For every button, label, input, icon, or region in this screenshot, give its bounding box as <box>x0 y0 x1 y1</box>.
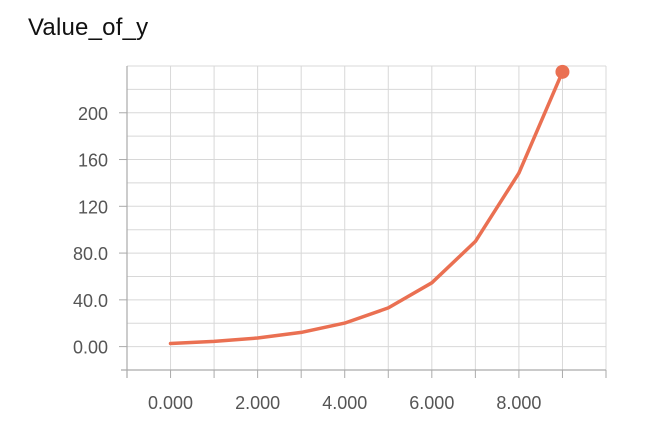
tick-labels: 0.00 40.0 80.0 120 160 200 0.000 2.000 4.000 6.00… <box>73 104 541 413</box>
x-tick-label: 8.000 <box>496 393 541 413</box>
series <box>168 64 570 346</box>
y-tick-label: 160 <box>78 151 108 171</box>
y-tick-label: 120 <box>78 197 108 217</box>
chart-title: Value_of_y <box>28 14 149 41</box>
y-tick-label: 0.00 <box>73 338 108 358</box>
last-point-marker <box>555 64 570 79</box>
grid <box>126 65 607 371</box>
x-tick-label: 0.000 <box>148 393 193 413</box>
x-tick-label: 4.000 <box>322 393 367 413</box>
y-tick-label: 200 <box>78 104 108 124</box>
x-tick-label: 2.000 <box>235 393 280 413</box>
x-tick-label: 6.000 <box>409 393 454 413</box>
axes <box>119 66 607 378</box>
y-tick-label: 40.0 <box>73 291 108 311</box>
series-line <box>168 70 565 346</box>
y-tick-label: 80.0 <box>73 244 108 264</box>
